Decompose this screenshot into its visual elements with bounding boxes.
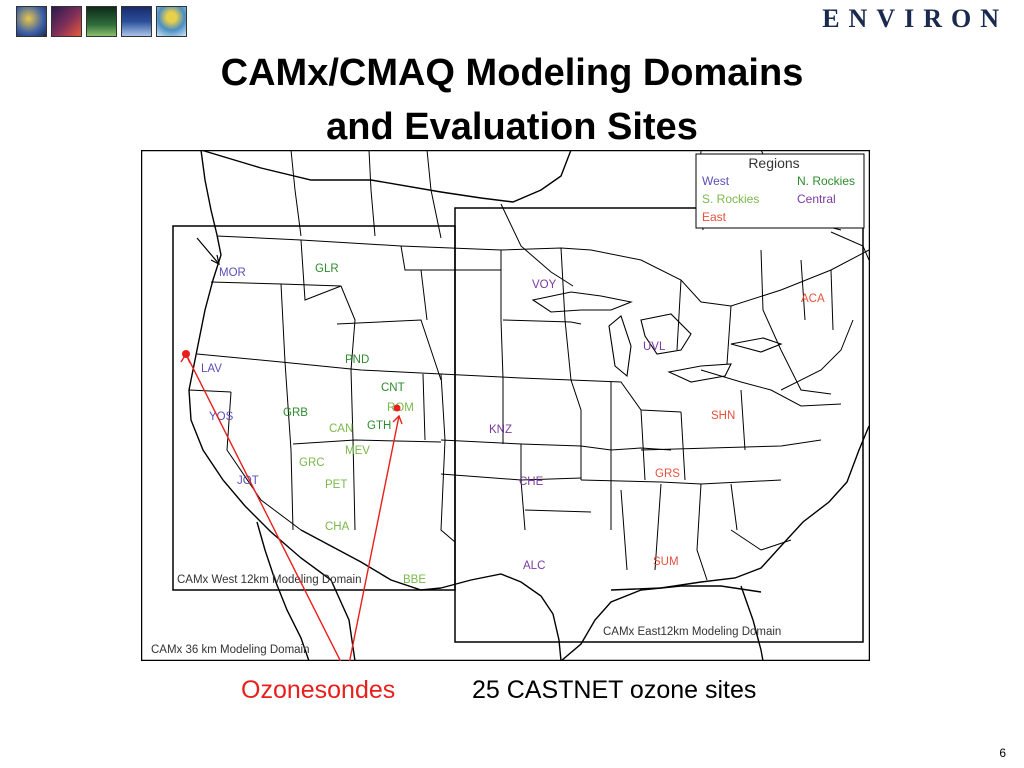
site-mor: MOR — [219, 267, 246, 279]
ozonesonde-pointer-lines — [180, 352, 403, 661]
legend-title: Regions — [748, 155, 799, 171]
site-uvl: UVL — [643, 341, 666, 353]
great-lakes — [531, 291, 783, 383]
domain-east12-label: CAMx East12km Modeling Domain — [603, 626, 781, 638]
environ-logo: ENVIRON — [822, 4, 1008, 33]
water-icon — [121, 6, 152, 37]
site-bbe: BBE — [403, 574, 426, 586]
globe-icon — [16, 6, 47, 37]
legend-n-rockies: N. Rockies — [797, 174, 855, 188]
site-mev: MEV — [345, 445, 370, 457]
site-sum: SUM — [653, 556, 679, 568]
ozonesonde-marker-boulder — [393, 404, 401, 412]
slide-title: CAMx/CMAQ Modeling Domains and Evaluatio… — [0, 46, 1024, 154]
site-glr: GLR — [315, 263, 339, 275]
ozonesondes-caption: Ozonesondes — [241, 676, 396, 704]
site-gth: GTH — [367, 420, 391, 432]
legend-s-rockies: S. Rockies — [702, 192, 759, 206]
legend-west: West — [702, 174, 730, 188]
site-grb: GRB — [283, 407, 308, 419]
map-svg: Regions West N. Rockies S. Rockies Centr… — [141, 150, 870, 661]
site-lav: LAV — [201, 363, 222, 375]
site-knz: KNZ — [489, 424, 512, 436]
title-line-1: CAMx/CMAQ Modeling Domains — [220, 52, 804, 94]
slide-number: 6 — [999, 746, 1006, 760]
site-voy: VOY — [532, 279, 557, 291]
site-grs: GRS — [655, 468, 680, 480]
tree-icon — [86, 6, 117, 37]
balloon-icon — [156, 6, 187, 37]
legend-east: East — [702, 210, 727, 224]
title-line-2: and Evaluation Sites — [326, 106, 698, 148]
site-cha: CHA — [325, 521, 350, 533]
domain-map: Regions West N. Rockies S. Rockies Centr… — [141, 150, 870, 661]
site-pet: PET — [325, 479, 347, 491]
site-grc: GRC — [299, 457, 325, 469]
site-yos: YOS — [209, 411, 234, 423]
site-cnt: CNT — [381, 382, 405, 394]
mor-pointer-arrow — [196, 237, 220, 266]
site-shn: SHN — [711, 410, 735, 422]
domain-west12-label: CAMx West 12km Modeling Domain — [177, 574, 362, 586]
logo-strip — [16, 6, 187, 37]
domain-36km-label: CAMx 36 km Modeling Domain — [151, 644, 310, 656]
legend-central: Central — [797, 192, 836, 206]
site-alc: ALC — [523, 560, 545, 572]
site-pnd: PND — [345, 354, 369, 366]
site-che: CHE — [519, 476, 544, 488]
coastlines — [188, 150, 870, 661]
legend: Regions West N. Rockies S. Rockies Centr… — [695, 153, 865, 229]
dna-icon — [51, 6, 82, 37]
domain-east12-boundary — [454, 207, 864, 643]
site-aca: ACA — [801, 293, 825, 305]
site-jot: JOT — [237, 475, 259, 487]
castnet-caption: 25 CASTNET ozone sites — [472, 676, 757, 704]
state-borders — [188, 235, 870, 581]
site-can: CAN — [329, 423, 353, 435]
